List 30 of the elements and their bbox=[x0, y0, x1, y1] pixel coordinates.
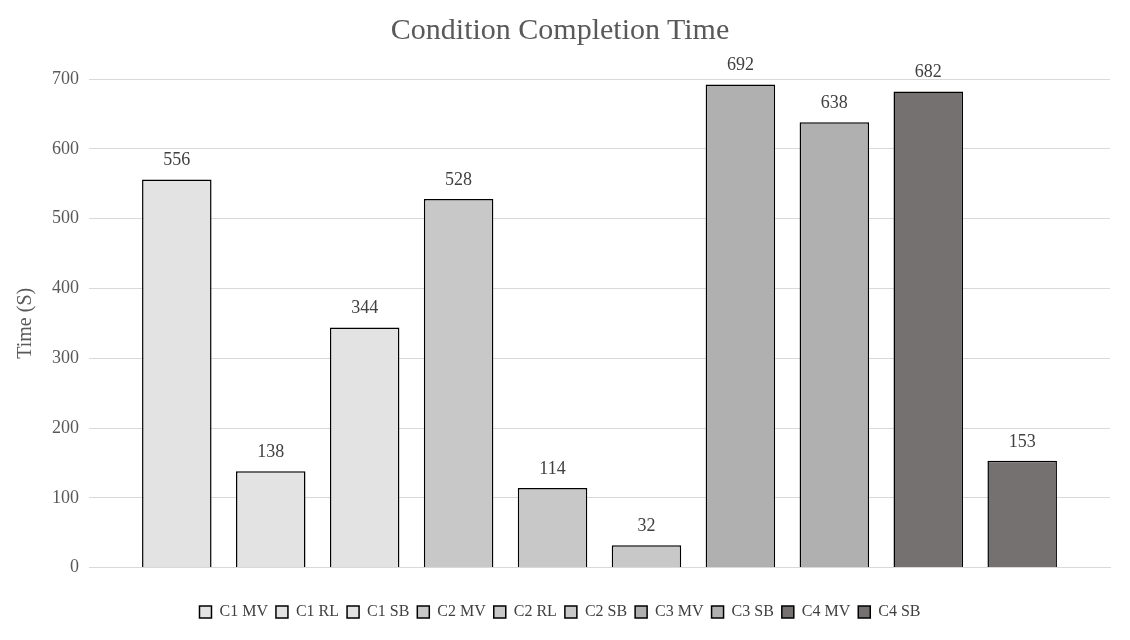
legend-label: C2 SB bbox=[584, 602, 628, 620]
legend-label: C1 SB bbox=[367, 602, 410, 620]
y-tick-label: 0 bbox=[70, 556, 79, 577]
data-label: 692 bbox=[726, 54, 754, 75]
y-tick-label: 100 bbox=[52, 486, 79, 507]
y-tick-label: 600 bbox=[52, 137, 79, 158]
legend-label: C3 MV bbox=[655, 602, 705, 620]
data-label: 114 bbox=[539, 457, 566, 478]
data-label: 344 bbox=[351, 297, 379, 318]
y-tick-label: 400 bbox=[52, 277, 79, 298]
data-label: 682 bbox=[914, 61, 942, 82]
legend-label: C2 RL bbox=[513, 602, 557, 620]
y-tick-label: 300 bbox=[52, 346, 79, 367]
data-label: 153 bbox=[1008, 430, 1036, 451]
legend-label: C1 MV bbox=[219, 602, 269, 620]
legend-label: C4 SB bbox=[878, 602, 921, 620]
legend-label: C2 MV bbox=[437, 602, 487, 620]
chart-title: Condition Completion Time bbox=[390, 11, 730, 45]
y-tick-label: 200 bbox=[52, 416, 79, 437]
legend-label: C4 MV bbox=[801, 602, 851, 620]
y-axis-title: Time (S) bbox=[13, 287, 37, 359]
legend-label: C3 SB bbox=[731, 602, 774, 620]
y-tick-label: 500 bbox=[52, 207, 79, 228]
data-label: 556 bbox=[163, 149, 191, 170]
data-label: 528 bbox=[445, 168, 473, 189]
data-label: 32 bbox=[637, 515, 656, 535]
data-label: 638 bbox=[820, 92, 848, 113]
y-tick-label: 700 bbox=[52, 67, 79, 88]
data-label: 138 bbox=[257, 441, 285, 462]
legend-label: C1 RL bbox=[295, 602, 340, 620]
